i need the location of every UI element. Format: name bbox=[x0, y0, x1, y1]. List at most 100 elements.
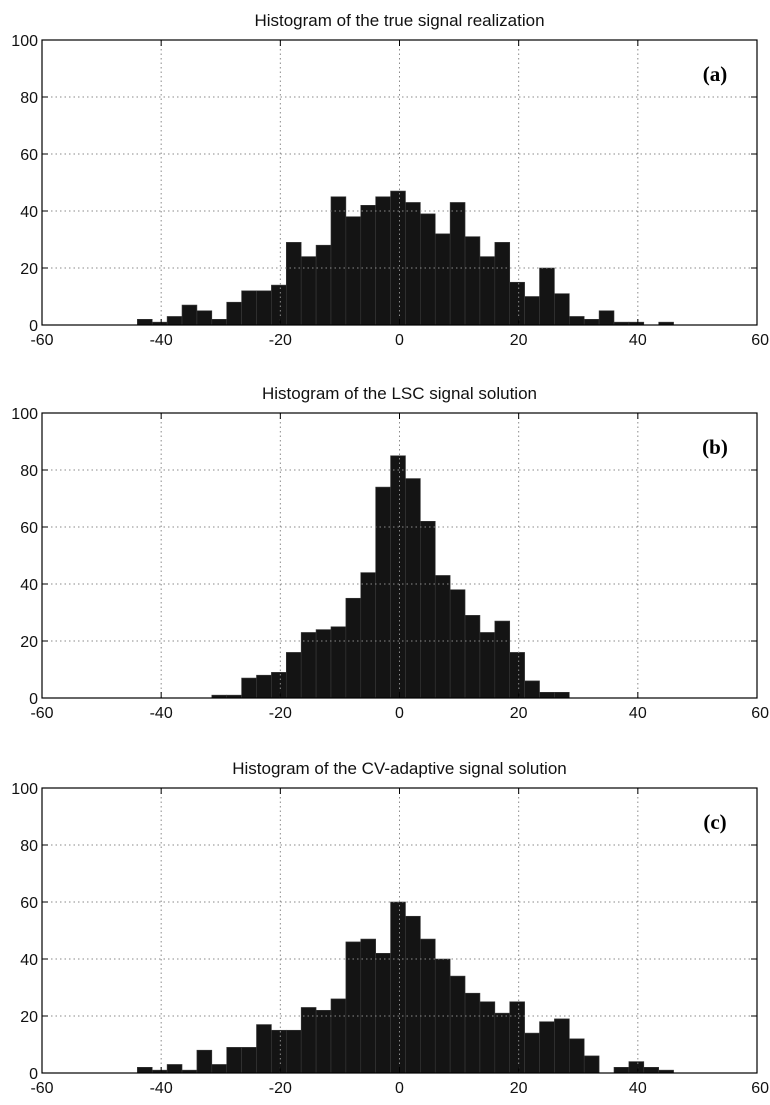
histogram-bar bbox=[166, 1064, 183, 1074]
histogram-bar bbox=[211, 318, 228, 326]
histogram-bar bbox=[345, 216, 362, 326]
histogram-bar bbox=[405, 478, 421, 699]
histogram-bar bbox=[479, 1001, 496, 1074]
chart-title: Histogram of the CV-adaptive signal solu… bbox=[232, 759, 567, 778]
histogram-bar bbox=[315, 629, 332, 699]
histogram-bar bbox=[375, 196, 391, 326]
histogram-bar bbox=[345, 941, 362, 1074]
x-tick-label: -20 bbox=[269, 332, 292, 349]
histogram-bar bbox=[241, 677, 257, 699]
y-tick-label: 80 bbox=[20, 838, 38, 855]
y-tick-label: 0 bbox=[29, 1066, 38, 1083]
x-tick-label: -60 bbox=[30, 332, 53, 349]
y-tick-label: 80 bbox=[20, 463, 38, 480]
histogram-bar bbox=[271, 1029, 287, 1074]
histogram-bar bbox=[360, 938, 376, 1074]
y-tick-label: 40 bbox=[20, 204, 38, 221]
y-tick-label: 100 bbox=[11, 406, 38, 423]
histogram-bar bbox=[271, 284, 287, 326]
y-tick-label: 0 bbox=[29, 691, 38, 708]
x-tick-label: 20 bbox=[510, 1080, 528, 1097]
y-tick-label: 20 bbox=[20, 634, 38, 651]
histogram-bar bbox=[569, 316, 585, 326]
x-tick-label: 60 bbox=[751, 705, 769, 722]
histogram-bar bbox=[405, 202, 421, 326]
chart-title: Histogram of the true signal realization bbox=[254, 11, 544, 30]
histogram-bar bbox=[539, 1021, 555, 1074]
histogram-bar bbox=[613, 1067, 630, 1074]
histogram-bar bbox=[196, 310, 213, 326]
x-tick-label: 0 bbox=[395, 705, 404, 722]
histogram-bar bbox=[375, 486, 391, 699]
histogram-bar bbox=[554, 691, 570, 699]
x-tick-label: -60 bbox=[30, 705, 53, 722]
histogram-bar bbox=[196, 1049, 213, 1074]
y-tick-label: 0 bbox=[29, 318, 38, 335]
histogram-bar bbox=[479, 632, 496, 699]
histogram-bar bbox=[285, 1029, 302, 1074]
histogram-bar bbox=[479, 256, 496, 326]
histogram-bar bbox=[330, 626, 347, 699]
histogram-bar bbox=[494, 1012, 511, 1074]
chart-title: Histogram of the LSC signal solution bbox=[262, 384, 537, 403]
x-tick-label: 20 bbox=[510, 705, 528, 722]
histogram-bar bbox=[494, 620, 511, 699]
histogram-bar bbox=[226, 1047, 242, 1074]
histogram-bar bbox=[405, 915, 421, 1074]
histogram-bar bbox=[524, 296, 540, 326]
x-tick-label: -20 bbox=[269, 705, 292, 722]
histogram-bar bbox=[449, 975, 466, 1074]
histogram-bar bbox=[285, 652, 302, 699]
histogram-bar bbox=[509, 281, 525, 326]
y-tick-label: 80 bbox=[20, 90, 38, 107]
histogram-bar bbox=[569, 1038, 585, 1074]
histogram-bar bbox=[137, 318, 153, 326]
histogram-bar bbox=[241, 1047, 257, 1074]
panel-label: (a) bbox=[703, 62, 728, 86]
histogram-bar bbox=[300, 632, 317, 699]
x-tick-label: 40 bbox=[629, 332, 647, 349]
histogram-bar bbox=[509, 1001, 525, 1074]
histogram-bar bbox=[524, 680, 540, 699]
histogram-bar bbox=[375, 952, 391, 1074]
chart-panel-1: Histogram of the true signal realization… bbox=[11, 11, 769, 349]
histogram-bar bbox=[628, 1061, 645, 1074]
histogram-bar bbox=[554, 1018, 570, 1074]
y-tick-label: 60 bbox=[20, 147, 38, 164]
histogram-bar bbox=[360, 205, 376, 326]
chart-panel-3: Histogram of the CV-adaptive signal solu… bbox=[11, 759, 769, 1097]
histogram-bar bbox=[434, 575, 451, 699]
histogram-bar bbox=[241, 290, 257, 326]
x-tick-label: 0 bbox=[395, 1080, 404, 1097]
histogram-bar bbox=[211, 1064, 228, 1074]
histogram-bar bbox=[166, 316, 183, 326]
y-tick-label: 60 bbox=[20, 520, 38, 537]
chart-panel-2: Histogram of the LSC signal solution -60 -… bbox=[11, 384, 769, 722]
histogram-bar bbox=[583, 318, 600, 326]
histogram-bar bbox=[390, 455, 406, 699]
histogram-bar bbox=[285, 242, 302, 326]
histogram-bar bbox=[256, 1024, 272, 1074]
y-tick-label: 100 bbox=[11, 781, 38, 798]
histogram-bar bbox=[360, 572, 376, 699]
histogram-bar bbox=[539, 691, 555, 699]
histogram-bar bbox=[330, 998, 347, 1074]
histogram-bar bbox=[449, 202, 466, 326]
histogram-bar bbox=[494, 242, 511, 326]
histogram-bar bbox=[300, 256, 317, 326]
histogram-bar bbox=[256, 674, 272, 699]
histogram-bar bbox=[315, 1009, 332, 1074]
histogram-bar bbox=[643, 1067, 659, 1074]
y-tick-label: 20 bbox=[20, 1009, 38, 1026]
histogram-bar bbox=[420, 213, 436, 326]
x-tick-label: -40 bbox=[150, 332, 173, 349]
x-tick-label: -40 bbox=[150, 1080, 173, 1097]
x-tick-label: -20 bbox=[269, 1080, 292, 1097]
histogram-bar bbox=[137, 1067, 153, 1074]
x-tick-label: -40 bbox=[150, 705, 173, 722]
histogram-bar bbox=[390, 901, 406, 1074]
y-tick-label: 100 bbox=[11, 33, 38, 50]
histogram-bar bbox=[434, 233, 451, 326]
y-tick-label: 40 bbox=[20, 577, 38, 594]
